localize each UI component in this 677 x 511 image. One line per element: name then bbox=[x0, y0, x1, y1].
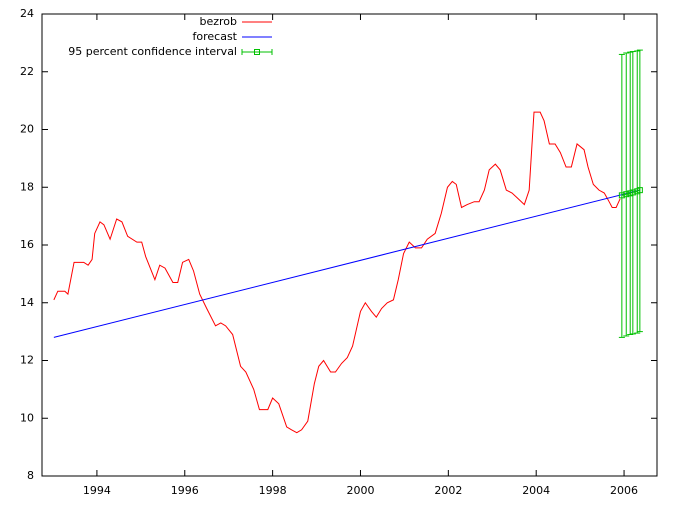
y-tick-label: 16 bbox=[20, 238, 34, 251]
y-tick-label: 10 bbox=[20, 411, 34, 424]
point bbox=[623, 191, 630, 198]
legend-marker bbox=[254, 49, 260, 55]
point bbox=[636, 187, 643, 194]
series-line bbox=[621, 189, 641, 196]
x-tick-label: 2006 bbox=[610, 484, 638, 497]
x-tick-label: 2000 bbox=[346, 484, 374, 497]
series-line bbox=[53, 111, 621, 434]
y-tick-label: 24 bbox=[20, 7, 34, 20]
y-tick-label: 12 bbox=[20, 354, 34, 367]
y-tick-label: 14 bbox=[20, 296, 34, 309]
x-tick-label: 1998 bbox=[259, 484, 287, 497]
x-tick-label: 1996 bbox=[171, 484, 199, 497]
legend-label: bezrob bbox=[199, 15, 237, 28]
y-tick-label: 8 bbox=[27, 469, 34, 482]
y-tick-label: 22 bbox=[20, 65, 34, 78]
y-tick-label: 20 bbox=[20, 123, 34, 136]
point bbox=[629, 189, 636, 196]
y-tick-label: 18 bbox=[20, 180, 34, 193]
point bbox=[618, 192, 625, 199]
series-line bbox=[53, 189, 640, 338]
x-tick-label: 1994 bbox=[83, 484, 111, 497]
legend-label: forecast bbox=[193, 30, 238, 43]
plot-frame bbox=[41, 13, 658, 477]
x-tick-label: 2002 bbox=[434, 484, 462, 497]
legend-label: 95 percent confidence interval bbox=[68, 45, 237, 58]
x-tick-label: 2004 bbox=[522, 484, 550, 497]
